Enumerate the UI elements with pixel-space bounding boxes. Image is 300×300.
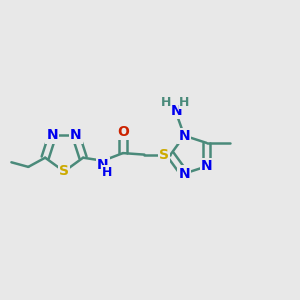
Text: N: N (178, 129, 190, 143)
Text: N: N (178, 167, 190, 181)
Text: N: N (201, 159, 212, 173)
Text: S: S (159, 148, 170, 162)
Text: H: H (179, 96, 190, 109)
Text: N: N (97, 158, 109, 172)
Text: S: S (59, 164, 69, 178)
Text: H: H (101, 166, 112, 179)
Text: H: H (161, 96, 171, 109)
Text: N: N (70, 128, 82, 142)
Text: N: N (171, 104, 182, 118)
Text: O: O (117, 124, 129, 139)
Text: N: N (46, 128, 58, 142)
